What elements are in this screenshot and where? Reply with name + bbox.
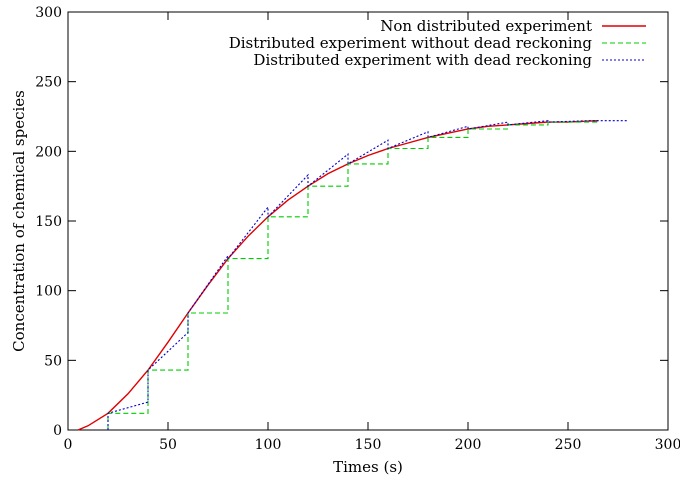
x-axis-label: Times (s) [333, 458, 403, 476]
y-tick-label: 300 [35, 5, 62, 21]
legend-label: Distributed experiment without dead reck… [229, 34, 593, 52]
x-axis: 0 50 100 150 200 250 300 [64, 12, 680, 453]
series-line-2 [107, 121, 598, 430]
y-tick-label: 50 [44, 353, 62, 369]
series-line-3 [107, 120, 628, 430]
x-tick-label: 200 [455, 437, 482, 453]
x-tick-label: 50 [159, 437, 177, 453]
legend-label: Distributed experiment with dead reckoni… [253, 51, 592, 69]
y-tick-label: 150 [35, 214, 62, 230]
plot-border [67, 11, 669, 431]
y-tick-label: 100 [35, 284, 62, 300]
y-axis: 0 50 100 150 200 250 300 [35, 5, 668, 439]
x-tick-label: 300 [655, 437, 680, 453]
y-axis-label: Concentration of chemical species [10, 90, 28, 352]
x-tick-label: 0 [64, 437, 73, 453]
y-tick-label: 200 [35, 144, 62, 160]
y-tick-label: 250 [35, 75, 62, 91]
x-tick-label: 100 [255, 437, 282, 453]
series-line-1 [77, 120, 599, 431]
x-tick-label: 150 [355, 437, 382, 453]
legend-label: Non distributed experiment [380, 17, 592, 35]
plot-frame [67, 11, 669, 431]
series-layer [77, 120, 628, 431]
x-tick-label: 250 [555, 437, 582, 453]
y-tick-label: 0 [53, 423, 62, 439]
